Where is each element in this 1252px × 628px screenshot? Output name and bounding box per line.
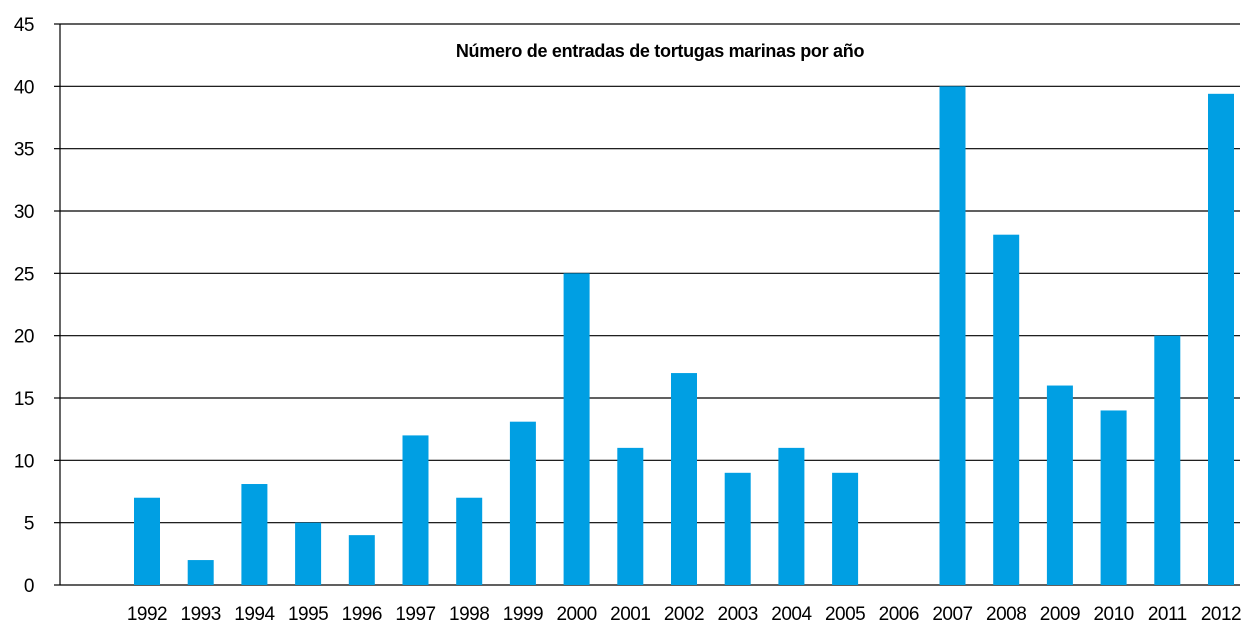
x-tick-label: 1998: [449, 604, 489, 625]
chart-title: Número de entradas de tortugas marinas p…: [456, 41, 865, 61]
bar: [295, 522, 322, 585]
y-tick-label: 45: [14, 15, 34, 36]
x-tick-label: 1993: [181, 604, 221, 625]
bar: [993, 234, 1020, 586]
bar: [617, 447, 644, 585]
y-tick-label: 35: [14, 140, 34, 161]
bar: [348, 535, 375, 585]
bar: [778, 447, 805, 585]
x-tick-label: 1995: [288, 604, 328, 625]
x-tick-label: 2004: [771, 604, 812, 625]
bar: [1154, 335, 1181, 585]
x-tick-label: 2007: [932, 604, 972, 625]
bar: [1046, 385, 1073, 585]
x-tick-label: 1999: [503, 604, 543, 625]
bar: [241, 484, 268, 585]
y-tick-label: 30: [14, 202, 34, 223]
y-tick-label: 40: [14, 77, 34, 98]
x-tick-label: 2005: [825, 604, 865, 625]
x-tick-label: 1992: [127, 604, 167, 625]
x-tick-label: 2009: [1040, 604, 1080, 625]
x-tick-label: 2010: [1093, 604, 1133, 625]
x-tick-label: 1997: [395, 604, 435, 625]
bar: [187, 560, 214, 585]
bar: [563, 273, 590, 585]
x-tick-label: 2006: [879, 604, 919, 625]
x-tick-label: 1994: [234, 604, 275, 625]
y-tick-label: 20: [14, 327, 34, 348]
x-tick-label: 2003: [718, 604, 758, 625]
x-tick-label: 2000: [556, 604, 596, 625]
bar: [402, 435, 429, 585]
y-tick-label: 10: [14, 451, 34, 472]
y-tick-label: 0: [24, 576, 34, 597]
bar: [939, 86, 966, 585]
x-tick-label: 2002: [664, 604, 704, 625]
x-tick-label: 2001: [610, 604, 650, 625]
bar: [832, 472, 859, 585]
x-tick-label: 2012: [1201, 604, 1241, 625]
y-tick-label: 5: [24, 514, 34, 535]
bar: [134, 497, 160, 585]
y-tick-label: 15: [14, 389, 34, 410]
x-tick-label: 1996: [342, 604, 382, 625]
bar: [724, 472, 751, 585]
bar: [671, 373, 697, 585]
y-tick-label: 25: [14, 264, 34, 285]
bar: [509, 421, 536, 585]
x-tick-label: 2008: [986, 604, 1026, 625]
bar: [1100, 410, 1127, 585]
bar: [456, 497, 483, 585]
bar: [1208, 93, 1234, 586]
x-tick-label: 2011: [1148, 604, 1187, 625]
